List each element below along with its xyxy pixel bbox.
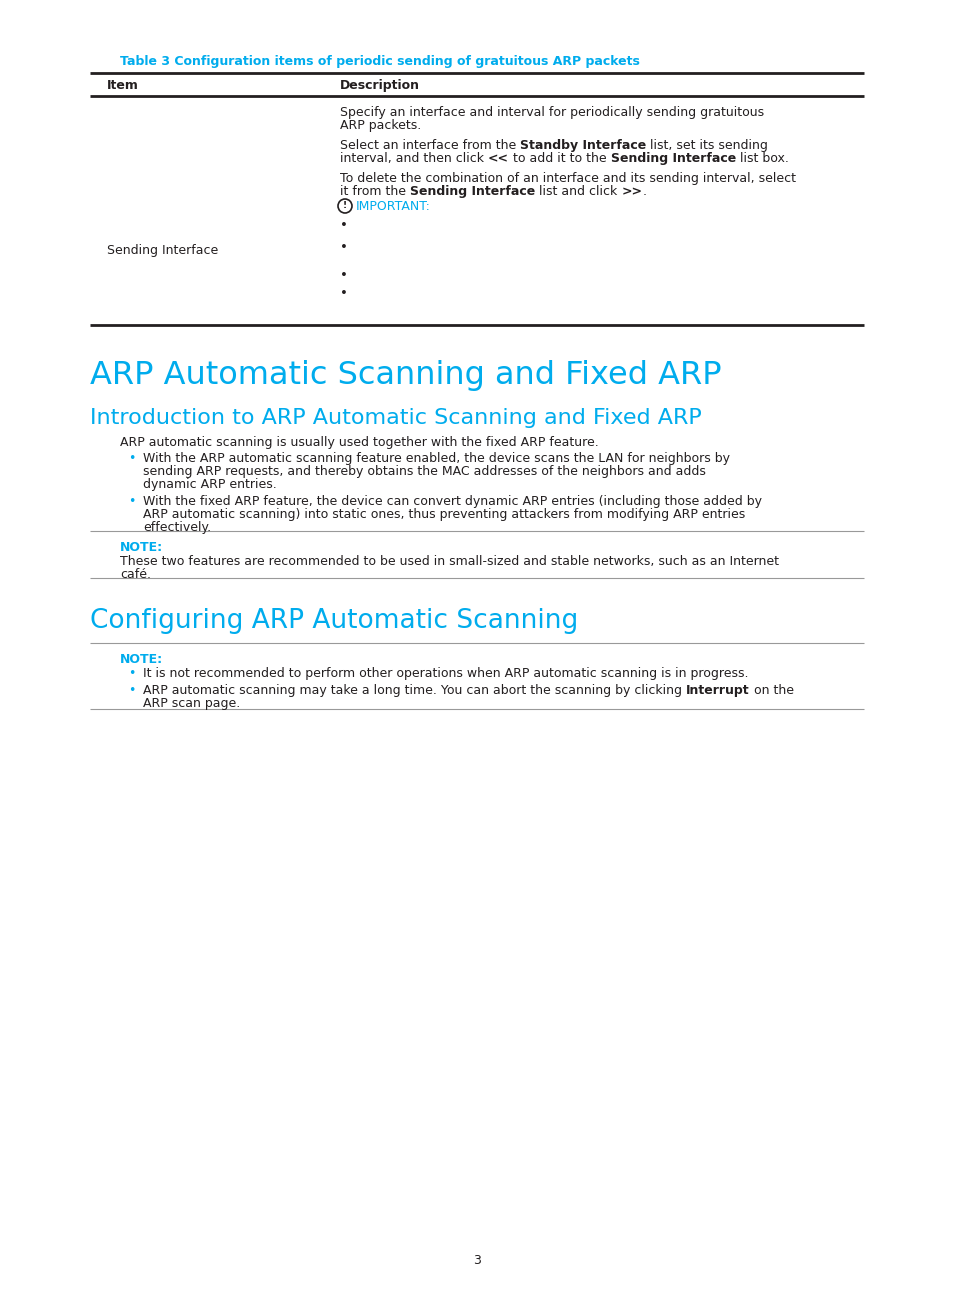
Text: •: • bbox=[128, 666, 135, 681]
Text: •: • bbox=[128, 496, 135, 509]
Text: café.: café. bbox=[120, 568, 151, 581]
Text: list box.: list box. bbox=[735, 151, 788, 166]
Text: ARP packets.: ARP packets. bbox=[339, 119, 421, 132]
Text: •: • bbox=[128, 685, 135, 697]
Text: Specify an interface and interval for periodically sending gratuitous: Specify an interface and interval for pe… bbox=[339, 106, 763, 119]
Text: Table 3 Configuration items of periodic sending of gratuitous ARP packets: Table 3 Configuration items of periodic … bbox=[120, 56, 639, 69]
Text: it from the: it from the bbox=[339, 185, 410, 198]
Text: Configuring ARP Automatic Scanning: Configuring ARP Automatic Scanning bbox=[90, 608, 578, 634]
Text: <<: << bbox=[488, 151, 509, 166]
Text: Sending Interface: Sending Interface bbox=[410, 185, 535, 198]
Text: It is not recommended to perform other operations when ARP automatic scanning is: It is not recommended to perform other o… bbox=[143, 666, 748, 681]
Text: Interrupt: Interrupt bbox=[685, 685, 749, 697]
Text: dynamic ARP entries.: dynamic ARP entries. bbox=[143, 477, 276, 490]
Text: •: • bbox=[128, 452, 135, 465]
Text: Standby Interface: Standby Interface bbox=[519, 138, 646, 151]
Text: list and click: list and click bbox=[535, 185, 620, 198]
Text: •: • bbox=[339, 269, 348, 282]
Text: With the fixed ARP feature, the device can convert dynamic ARP entries (includin: With the fixed ARP feature, the device c… bbox=[143, 496, 761, 509]
Text: IMPORTANT:: IMPORTANT: bbox=[355, 201, 431, 214]
Text: 3: 3 bbox=[473, 1254, 480, 1267]
Text: NOTE:: NOTE: bbox=[120, 541, 163, 554]
Text: effectively.: effectively. bbox=[143, 521, 211, 534]
Text: ARP scan page.: ARP scan page. bbox=[143, 697, 240, 710]
Text: ARP automatic scanning may take a long time. You can abort the scanning by click: ARP automatic scanning may take a long t… bbox=[143, 685, 685, 697]
Text: •: • bbox=[339, 287, 348, 300]
Text: ARP automatic scanning) into static ones, thus preventing attackers from modifyi: ARP automatic scanning) into static ones… bbox=[143, 509, 744, 521]
Text: .: . bbox=[641, 185, 646, 198]
Text: on the: on the bbox=[749, 685, 793, 697]
Text: Sending Interface: Sending Interface bbox=[610, 151, 735, 166]
Text: NOTE:: NOTE: bbox=[120, 653, 163, 666]
Text: Description: Description bbox=[339, 79, 419, 92]
Text: These two features are recommended to be used in small-sized and stable networks: These two features are recommended to be… bbox=[120, 555, 779, 568]
Text: !: ! bbox=[342, 202, 347, 211]
Text: sending ARP requests, and thereby obtains the MAC addresses of the neighbors and: sending ARP requests, and thereby obtain… bbox=[143, 465, 705, 477]
Text: list, set its sending: list, set its sending bbox=[646, 138, 767, 151]
Text: Item: Item bbox=[107, 79, 139, 92]
Text: to add it to the: to add it to the bbox=[509, 151, 610, 166]
Text: •: • bbox=[339, 219, 348, 232]
Text: With the ARP automatic scanning feature enabled, the device scans the LAN for ne: With the ARP automatic scanning feature … bbox=[143, 452, 729, 465]
Text: >>: >> bbox=[620, 185, 641, 198]
Text: Introduction to ARP Automatic Scanning and Fixed ARP: Introduction to ARP Automatic Scanning a… bbox=[90, 408, 701, 428]
Text: ARP Automatic Scanning and Fixed ARP: ARP Automatic Scanning and Fixed ARP bbox=[90, 360, 720, 391]
Text: interval, and then click: interval, and then click bbox=[339, 151, 488, 166]
Text: ARP automatic scanning is usually used together with the fixed ARP feature.: ARP automatic scanning is usually used t… bbox=[120, 436, 598, 449]
Text: Sending Interface: Sending Interface bbox=[107, 245, 218, 258]
Text: •: • bbox=[339, 241, 348, 254]
Text: Select an interface from the: Select an interface from the bbox=[339, 138, 519, 151]
Text: To delete the combination of an interface and its sending interval, select: To delete the combination of an interfac… bbox=[339, 172, 795, 185]
